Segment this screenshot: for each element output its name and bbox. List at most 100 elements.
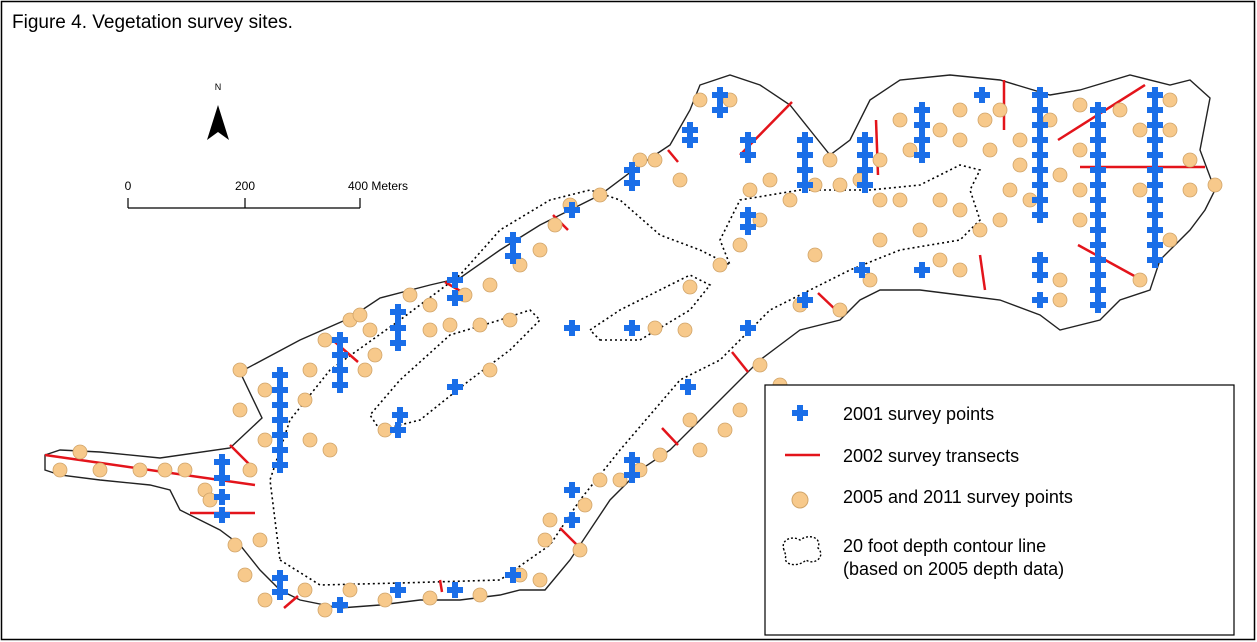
survey-cross [974, 87, 990, 103]
survey-point [402, 287, 418, 303]
survey-cross [1032, 267, 1048, 283]
survey-point [862, 272, 878, 288]
map [44, 74, 1223, 618]
survey-point [977, 112, 993, 128]
survey-cross [447, 290, 463, 306]
survey-point [472, 587, 488, 603]
survey-point [547, 217, 563, 233]
survey-cross [1147, 87, 1163, 103]
north-arrow-icon [207, 105, 229, 140]
survey-point [157, 462, 173, 478]
survey-point [592, 472, 608, 488]
survey-cross [390, 304, 406, 320]
survey-point [252, 532, 268, 548]
survey-point [1072, 97, 1088, 113]
contour-line [368, 309, 542, 431]
survey-point [652, 447, 668, 463]
survey-cross [272, 367, 288, 383]
survey-cross [564, 320, 580, 336]
survey-point [612, 472, 628, 488]
survey-point [682, 412, 698, 428]
survey-point [1052, 272, 1068, 288]
survey-point [717, 422, 733, 438]
survey-cross [797, 147, 813, 163]
survey-cross [1032, 87, 1048, 103]
survey-cross [214, 454, 230, 470]
survey-point [807, 247, 823, 263]
survey-cross [857, 132, 873, 148]
survey-point [577, 497, 593, 513]
survey-point [732, 402, 748, 418]
survey-point [1072, 212, 1088, 228]
survey-point [932, 122, 948, 138]
survey-cross [1147, 162, 1163, 178]
survey-point [672, 172, 688, 188]
survey-cross [914, 132, 930, 148]
scale-label: 200 [235, 179, 255, 193]
survey-point [1132, 122, 1148, 138]
survey-point [232, 402, 248, 418]
survey-point [532, 242, 548, 258]
survey-cross [1147, 222, 1163, 238]
survey-point [472, 317, 488, 333]
survey-cross [680, 379, 696, 395]
survey-point [482, 362, 498, 378]
survey-point [352, 307, 368, 323]
survey-point [317, 332, 333, 348]
transect [229, 444, 251, 466]
legend-label: 20 foot depth contour line [843, 536, 1046, 556]
survey-point [242, 462, 258, 478]
survey-cross [1090, 267, 1106, 283]
survey-cross [1090, 162, 1106, 178]
legend-circle [791, 491, 809, 509]
survey-point [892, 192, 908, 208]
survey-cross [1090, 177, 1106, 193]
legend-label: 2002 survey transects [843, 446, 1019, 466]
survey-point [647, 152, 663, 168]
survey-cross [1090, 207, 1106, 223]
survey-point [227, 537, 243, 553]
survey-point [377, 422, 393, 438]
survey-cross [1147, 177, 1163, 193]
survey-cross [272, 584, 288, 600]
survey-point [902, 142, 918, 158]
survey-cross [1032, 252, 1048, 268]
survey-cross [564, 512, 580, 528]
survey-cross [682, 122, 698, 138]
transects [44, 80, 1205, 609]
survey-point [952, 102, 968, 118]
survey-point [872, 232, 888, 248]
survey-cross [1090, 237, 1106, 253]
survey-point [592, 187, 608, 203]
survey-cross [914, 147, 930, 163]
survey-cross [1147, 147, 1163, 163]
survey-point [232, 362, 248, 378]
survey-cross [564, 202, 580, 218]
survey-cross [1032, 117, 1048, 133]
survey-cross [1032, 102, 1048, 118]
survey-cross [1147, 102, 1163, 118]
survey-cross [332, 332, 348, 348]
survey-cross [740, 219, 756, 235]
survey-point [677, 322, 693, 338]
survey-cross [564, 482, 580, 498]
survey-point [342, 582, 358, 598]
survey-point [762, 172, 778, 188]
survey-point [132, 462, 148, 478]
survey-cross [740, 147, 756, 163]
survey-point [992, 212, 1008, 228]
survey-point [442, 317, 458, 333]
survey-point [682, 279, 698, 295]
survey-point [647, 320, 663, 336]
survey-cross [624, 467, 640, 483]
survey-point [237, 567, 253, 583]
survey-cross [1147, 132, 1163, 148]
scale-label: 0 [125, 179, 132, 193]
survey-cross [272, 457, 288, 473]
survey-cross [624, 320, 640, 336]
survey-cross [332, 597, 348, 613]
survey-point [872, 152, 888, 168]
survey-cross [1147, 237, 1163, 253]
survey-point [1012, 132, 1028, 148]
survey-cross [1032, 147, 1048, 163]
